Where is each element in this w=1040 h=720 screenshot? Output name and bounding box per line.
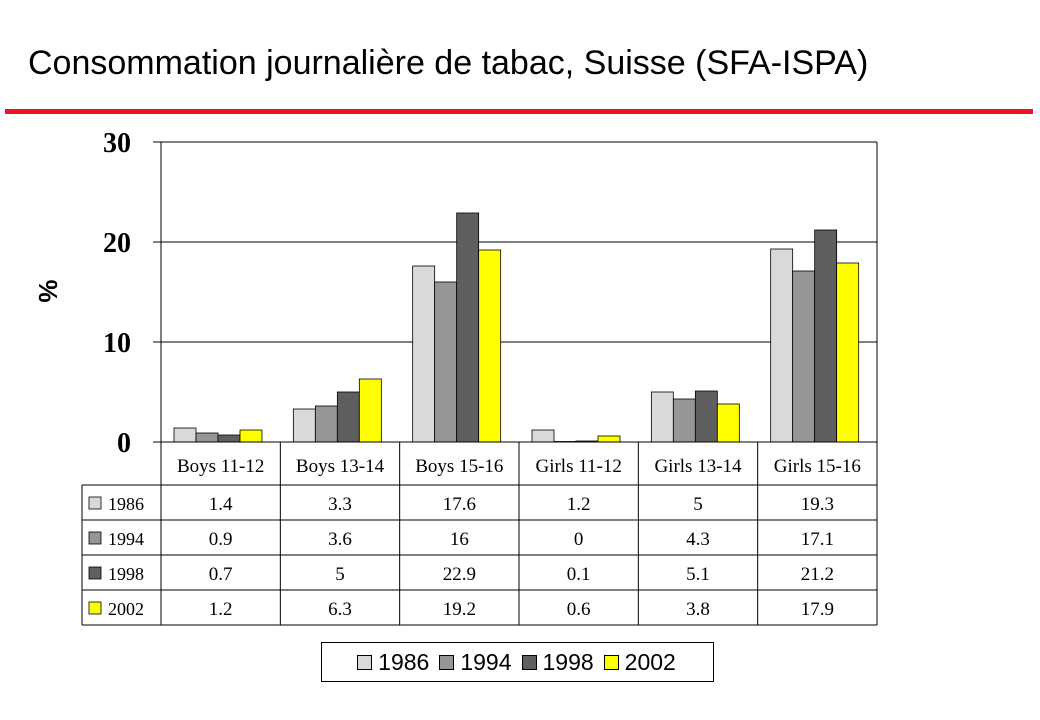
bar bbox=[173, 427, 197, 443]
table-series-label: 1986 bbox=[108, 494, 144, 514]
data-value: 4.3 bbox=[686, 529, 710, 550]
legend-label: 1998 bbox=[542, 648, 594, 675]
data-value: 19.3 bbox=[801, 494, 834, 515]
data-value: 1.2 bbox=[209, 599, 233, 620]
legend-swatch bbox=[357, 654, 373, 670]
data-value: 19.2 bbox=[443, 599, 476, 620]
bar bbox=[531, 429, 555, 443]
legend-item: 1998 bbox=[521, 648, 596, 676]
data-value: 0.1 bbox=[567, 564, 591, 585]
bar bbox=[672, 398, 696, 443]
data-value: 3.3 bbox=[328, 494, 352, 515]
legend-label: 2002 bbox=[624, 648, 676, 675]
data-value: 21.2 bbox=[801, 564, 834, 585]
data-value: 16 bbox=[450, 529, 469, 550]
y-tick-label: 10 bbox=[103, 328, 131, 359]
bar bbox=[336, 391, 360, 443]
bar bbox=[358, 378, 382, 443]
table-series-label: 1998 bbox=[108, 564, 144, 584]
y-axis-label: % bbox=[33, 279, 63, 302]
category-label: Girls 15-16 bbox=[774, 456, 861, 477]
legend-swatch bbox=[521, 654, 537, 670]
data-value: 1.4 bbox=[209, 494, 233, 515]
category-label: Boys 11-12 bbox=[177, 456, 264, 477]
bar bbox=[478, 249, 502, 443]
data-value: 3.8 bbox=[686, 599, 710, 620]
category-label: Girls 13-14 bbox=[654, 456, 742, 477]
bar bbox=[314, 405, 338, 443]
table-legend-swatch bbox=[88, 566, 102, 580]
bar bbox=[770, 248, 794, 443]
bar bbox=[456, 212, 480, 443]
y-tick-label: 20 bbox=[103, 228, 131, 259]
page-title: Consommation journalière de tabac, Suiss… bbox=[28, 44, 869, 82]
bar bbox=[650, 391, 674, 443]
chart-legend: 1986 1994 1998 2002 bbox=[321, 642, 714, 682]
table-legend-swatch bbox=[88, 531, 102, 545]
category-label: Boys 13-14 bbox=[296, 456, 385, 477]
bar bbox=[716, 403, 740, 443]
category-label: Boys 15-16 bbox=[415, 456, 503, 477]
bar bbox=[239, 429, 263, 443]
legend-label: 1994 bbox=[460, 648, 512, 675]
data-value: 17.1 bbox=[801, 529, 834, 550]
table-legend-swatch bbox=[88, 496, 102, 510]
data-value: 5 bbox=[335, 564, 345, 585]
data-value: 6.3 bbox=[328, 599, 352, 620]
data-value: 0 bbox=[574, 529, 584, 550]
y-tick-label: 30 bbox=[103, 128, 131, 159]
data-value: 5 bbox=[693, 494, 703, 515]
bar bbox=[814, 229, 838, 443]
data-value: 0.7 bbox=[209, 564, 233, 585]
data-value: 17.6 bbox=[443, 494, 476, 515]
legend-item: 1986 bbox=[357, 649, 431, 676]
bar bbox=[836, 262, 860, 443]
data-value: 17.9 bbox=[801, 599, 834, 620]
bar bbox=[412, 265, 436, 443]
data-value: 5.1 bbox=[686, 564, 710, 585]
legend-label: 1986 bbox=[378, 648, 430, 675]
data-value: 1.2 bbox=[567, 494, 591, 515]
title-underline bbox=[5, 109, 1033, 114]
legend-item: 2002 bbox=[603, 648, 678, 676]
bar bbox=[195, 432, 219, 443]
data-value: 0.6 bbox=[567, 599, 591, 620]
data-value: 3.6 bbox=[328, 529, 352, 550]
bar bbox=[217, 434, 241, 443]
legend-swatch bbox=[439, 654, 455, 670]
legend-item: 1994 bbox=[439, 649, 513, 676]
bar bbox=[694, 390, 718, 443]
legend-swatch bbox=[603, 654, 619, 670]
bar bbox=[434, 281, 458, 443]
table-legend-swatch bbox=[88, 601, 102, 615]
category-label: Girls 11-12 bbox=[535, 456, 621, 477]
data-value: 0.9 bbox=[209, 529, 233, 550]
bar bbox=[792, 270, 816, 443]
table-series-label: 1994 bbox=[108, 529, 144, 549]
y-tick-label: 0 bbox=[117, 428, 131, 459]
bar bbox=[597, 435, 621, 443]
data-value: 22.9 bbox=[443, 564, 476, 585]
table-series-label: 2002 bbox=[108, 599, 144, 619]
bar bbox=[292, 408, 316, 443]
